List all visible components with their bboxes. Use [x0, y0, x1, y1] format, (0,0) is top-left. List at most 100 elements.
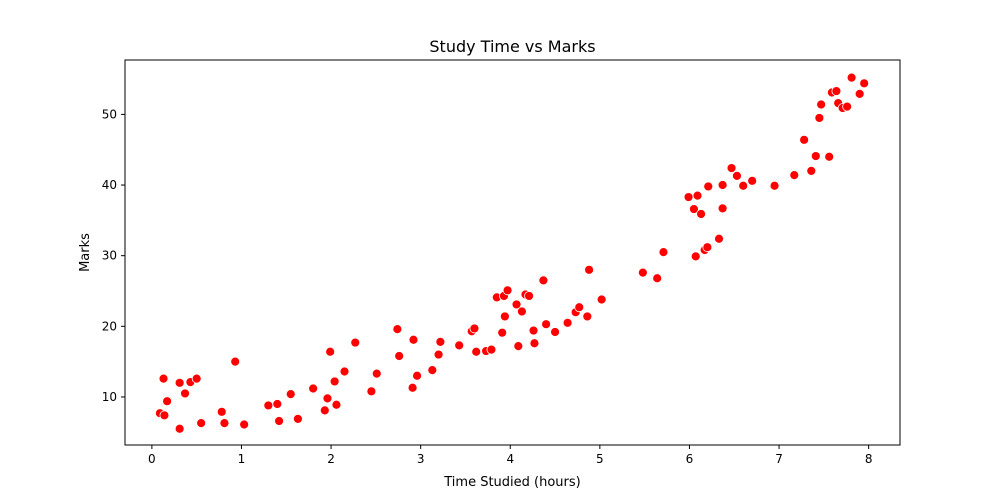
data-point	[219, 418, 230, 429]
data-point	[528, 325, 539, 336]
x-tick-label: 7	[775, 452, 783, 466]
data-point	[696, 209, 706, 219]
y-axis-ticks: 10 20 30 40 50	[102, 107, 125, 404]
data-point	[325, 346, 336, 357]
data-point	[371, 368, 382, 379]
data-point	[502, 285, 513, 296]
data-points	[155, 72, 870, 434]
data-point	[658, 247, 669, 258]
data-point	[769, 180, 780, 191]
data-point	[538, 275, 549, 286]
data-point	[810, 151, 821, 161]
data-point	[180, 388, 190, 399]
x-tick-label: 3	[417, 452, 425, 466]
data-point	[339, 366, 350, 377]
data-point	[392, 324, 403, 335]
data-point	[726, 163, 737, 173]
data-point	[683, 192, 694, 202]
y-tick-label: 50	[102, 107, 117, 121]
y-tick-label: 30	[102, 249, 117, 263]
x-axis-ticks: 0 1 2 3 4 5 6 7 8	[148, 445, 872, 466]
data-point	[159, 410, 170, 421]
data-point	[738, 180, 749, 191]
x-tick-label: 2	[327, 452, 335, 466]
x-tick-label: 8	[865, 452, 873, 466]
data-point	[454, 340, 465, 351]
data-point	[714, 233, 724, 244]
data-point	[216, 406, 227, 417]
data-point	[322, 393, 333, 404]
data-point	[692, 190, 703, 201]
data-point	[497, 327, 508, 338]
data-point	[230, 356, 241, 367]
plot-frame	[124, 59, 901, 446]
data-point	[831, 86, 842, 96]
data-point	[331, 399, 342, 410]
x-tick-label: 4	[506, 452, 514, 466]
y-axis-label: Marks	[78, 233, 93, 272]
data-point	[689, 204, 699, 214]
data-point	[814, 113, 825, 123]
data-point	[319, 405, 330, 416]
data-point	[486, 344, 497, 355]
data-point	[596, 294, 607, 305]
data-point	[174, 377, 185, 388]
data-point	[747, 175, 758, 186]
data-point	[274, 416, 285, 426]
plot-area	[125, 60, 900, 445]
data-point	[469, 323, 480, 334]
data-point	[285, 389, 296, 400]
data-point	[499, 311, 510, 322]
x-tick-label: 0	[148, 452, 156, 466]
data-point	[308, 383, 319, 394]
data-point	[191, 373, 202, 384]
data-point	[263, 400, 274, 411]
data-point	[408, 334, 419, 345]
data-point	[652, 273, 663, 284]
data-point	[412, 370, 422, 381]
chart-title: Study Time vs Marks	[429, 37, 595, 56]
data-point	[529, 338, 540, 349]
data-point	[162, 396, 173, 407]
y-tick-label: 20	[102, 319, 117, 333]
data-point	[196, 418, 207, 429]
data-point	[511, 299, 522, 310]
data-point	[816, 99, 827, 110]
data-point	[637, 267, 648, 278]
data-point	[293, 413, 303, 424]
data-point	[329, 376, 340, 387]
data-point	[435, 336, 446, 347]
data-point	[158, 373, 169, 384]
data-point	[732, 170, 742, 181]
data-point	[717, 180, 728, 190]
data-point	[471, 346, 482, 357]
data-point	[407, 382, 418, 393]
data-point	[562, 317, 573, 328]
data-point	[272, 399, 283, 409]
x-axis-label: Time Studied (hours)	[443, 475, 580, 490]
data-point	[433, 349, 444, 360]
data-point	[799, 134, 810, 145]
data-point	[842, 101, 853, 112]
data-point	[174, 423, 185, 434]
data-point	[806, 166, 817, 176]
data-point	[859, 78, 870, 89]
data-point	[513, 341, 524, 352]
data-point	[239, 419, 250, 430]
data-point	[574, 302, 585, 313]
data-point	[427, 365, 438, 376]
data-point	[846, 72, 857, 83]
data-point	[582, 311, 593, 322]
data-point	[690, 251, 701, 262]
y-tick-label: 40	[102, 178, 117, 192]
data-point	[702, 242, 713, 253]
data-point	[524, 291, 534, 301]
x-tick-label: 5	[596, 452, 604, 466]
data-point	[541, 319, 551, 330]
data-point	[854, 89, 865, 99]
data-point	[717, 203, 728, 214]
data-point	[824, 151, 835, 162]
data-point	[366, 386, 377, 397]
x-tick-label: 1	[238, 452, 246, 466]
